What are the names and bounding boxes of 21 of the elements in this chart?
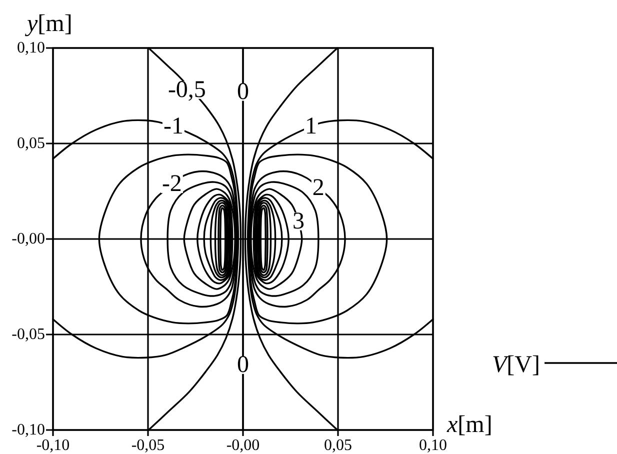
annotation: 2 <box>312 175 324 202</box>
annotation: 1 <box>305 114 318 140</box>
y-tick-label: 0,10 <box>17 40 45 56</box>
annotation: -2 <box>162 171 182 198</box>
y-tick-label: -0,00 <box>12 230 45 248</box>
y-tick-label: -0,05 <box>12 326 45 343</box>
x-tick-label: 0,10 <box>419 437 447 454</box>
x-tick-label: -0,05 <box>131 437 165 454</box>
x-tick-label: -0,00 <box>226 437 260 454</box>
annotation: -1 <box>163 113 184 140</box>
x-tick-label: -0,10 <box>36 437 70 454</box>
x-axis-title: x[m] <box>446 412 492 438</box>
x-tick-label: 0,05 <box>324 437 352 454</box>
y-axis-title: y[m] <box>25 11 72 37</box>
y-tick-label: 0,05 <box>17 135 45 152</box>
y-tick-label: -0,10 <box>12 422 45 438</box>
legend-label: V[V] <box>492 352 540 378</box>
annotation: 3 <box>292 208 304 234</box>
annotation: 0 <box>237 78 249 105</box>
annotation: -0,5 <box>168 77 206 104</box>
annotation: 0 <box>237 352 249 378</box>
